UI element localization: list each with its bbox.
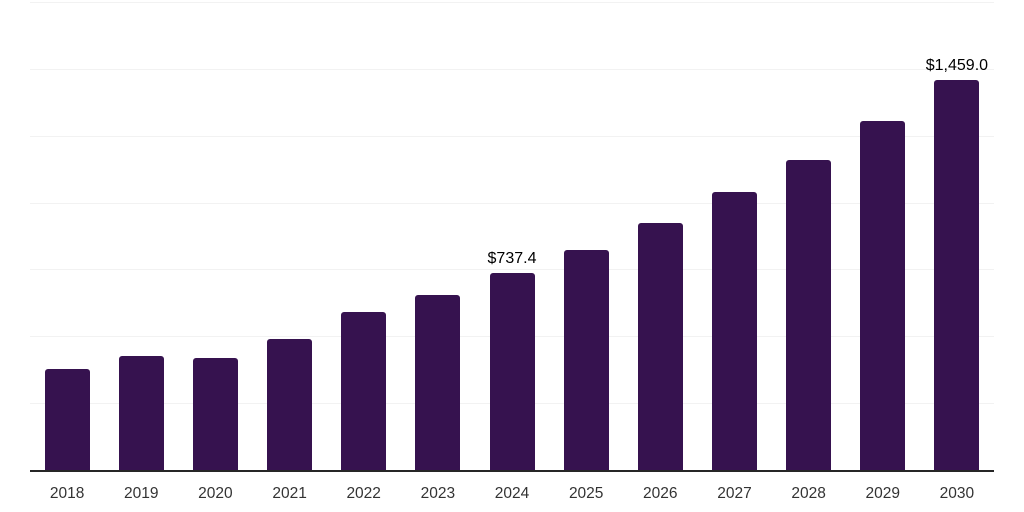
- bar-2019[interactable]: [118, 356, 164, 470]
- bar-2021[interactable]: [267, 339, 312, 470]
- x-tick-label-2028: 2028: [791, 485, 826, 502]
- x-tick-label-2027: 2027: [717, 485, 752, 502]
- bar-2018[interactable]: [44, 368, 90, 470]
- x-tick-label-2024: 2024: [494, 485, 530, 502]
- x-tick-label-2029: 2029: [865, 485, 901, 502]
- bar-2027[interactable]: [712, 191, 757, 470]
- data-label-2030: $1,459.0: [925, 56, 989, 74]
- bar-2030[interactable]: [934, 79, 980, 470]
- gridline-1750: [30, 2, 994, 3]
- bar-2020[interactable]: [192, 358, 238, 470]
- x-tick-label-2025: 2025: [568, 485, 604, 502]
- bar-2023[interactable]: [415, 294, 461, 470]
- x-tick-label-2030: 2030: [939, 485, 975, 502]
- x-tick-label-2026: 2026: [643, 485, 678, 502]
- x-tick-label-2018: 2018: [49, 485, 85, 502]
- bar-2025[interactable]: [563, 249, 609, 470]
- x-tick-label-2019: 2019: [124, 485, 159, 502]
- x-tick-label-2021: 2021: [272, 485, 307, 502]
- bar-2029[interactable]: [860, 121, 906, 470]
- bar-2024[interactable]: [489, 272, 535, 470]
- x-tick-label-2022: 2022: [346, 485, 381, 502]
- gridline-1250: [30, 135, 994, 137]
- x-axis-line: [30, 470, 994, 472]
- x-tick-label-2020: 2020: [198, 485, 233, 502]
- data-label-2024: $737.4: [487, 249, 537, 267]
- x-tick-label-2023: 2023: [420, 485, 456, 502]
- gridline-1000: [30, 202, 994, 204]
- bar-2026[interactable]: [637, 222, 683, 470]
- bar-2028[interactable]: [786, 159, 832, 470]
- gridline-750: [30, 269, 994, 271]
- bar-2022[interactable]: [341, 312, 387, 470]
- gridline-1500: [30, 68, 994, 70]
